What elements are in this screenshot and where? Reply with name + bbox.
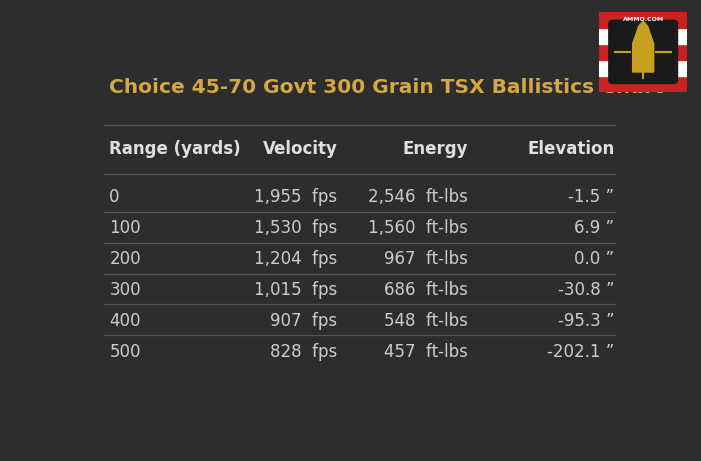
Text: 1,015  fps: 1,015 fps xyxy=(254,281,338,299)
Text: 2,546  ft-lbs: 2,546 ft-lbs xyxy=(368,188,468,207)
Polygon shape xyxy=(633,21,653,72)
Text: 686  ft-lbs: 686 ft-lbs xyxy=(384,281,468,299)
Text: 200: 200 xyxy=(109,250,141,268)
Text: -95.3 ”: -95.3 ” xyxy=(558,312,615,330)
Text: 300: 300 xyxy=(109,281,141,299)
Text: 1,955  fps: 1,955 fps xyxy=(254,188,338,207)
Text: 0.0 ”: 0.0 ” xyxy=(575,250,615,268)
Text: 400: 400 xyxy=(109,312,141,330)
Text: -1.5 ”: -1.5 ” xyxy=(569,188,615,207)
Text: 1,530  fps: 1,530 fps xyxy=(254,219,338,237)
Text: 967  ft-lbs: 967 ft-lbs xyxy=(384,250,468,268)
Bar xyxy=(599,76,687,92)
Text: Elevation: Elevation xyxy=(527,141,615,159)
Text: 828  fps: 828 fps xyxy=(271,343,338,361)
Text: Energy: Energy xyxy=(402,141,468,159)
Text: Choice 45-70 Govt 300 Grain TSX Ballistics Chart: Choice 45-70 Govt 300 Grain TSX Ballisti… xyxy=(109,78,664,97)
Bar xyxy=(599,44,687,60)
Text: AMMO.COM: AMMO.COM xyxy=(622,17,664,22)
FancyBboxPatch shape xyxy=(608,19,679,84)
Bar xyxy=(599,12,687,28)
Text: 500: 500 xyxy=(109,343,141,361)
Text: 457  ft-lbs: 457 ft-lbs xyxy=(384,343,468,361)
Text: 548  ft-lbs: 548 ft-lbs xyxy=(384,312,468,330)
Bar xyxy=(599,28,687,44)
Text: 100: 100 xyxy=(109,219,141,237)
Text: 6.9 ”: 6.9 ” xyxy=(575,219,615,237)
Text: -30.8 ”: -30.8 ” xyxy=(558,281,615,299)
Text: 1,560  ft-lbs: 1,560 ft-lbs xyxy=(368,219,468,237)
Text: 0: 0 xyxy=(109,188,120,207)
Text: 907  fps: 907 fps xyxy=(271,312,338,330)
Text: 1,204  fps: 1,204 fps xyxy=(254,250,338,268)
Bar xyxy=(599,60,687,76)
Text: Velocity: Velocity xyxy=(263,141,338,159)
Text: Range (yards): Range (yards) xyxy=(109,141,241,159)
Text: -202.1 ”: -202.1 ” xyxy=(547,343,615,361)
